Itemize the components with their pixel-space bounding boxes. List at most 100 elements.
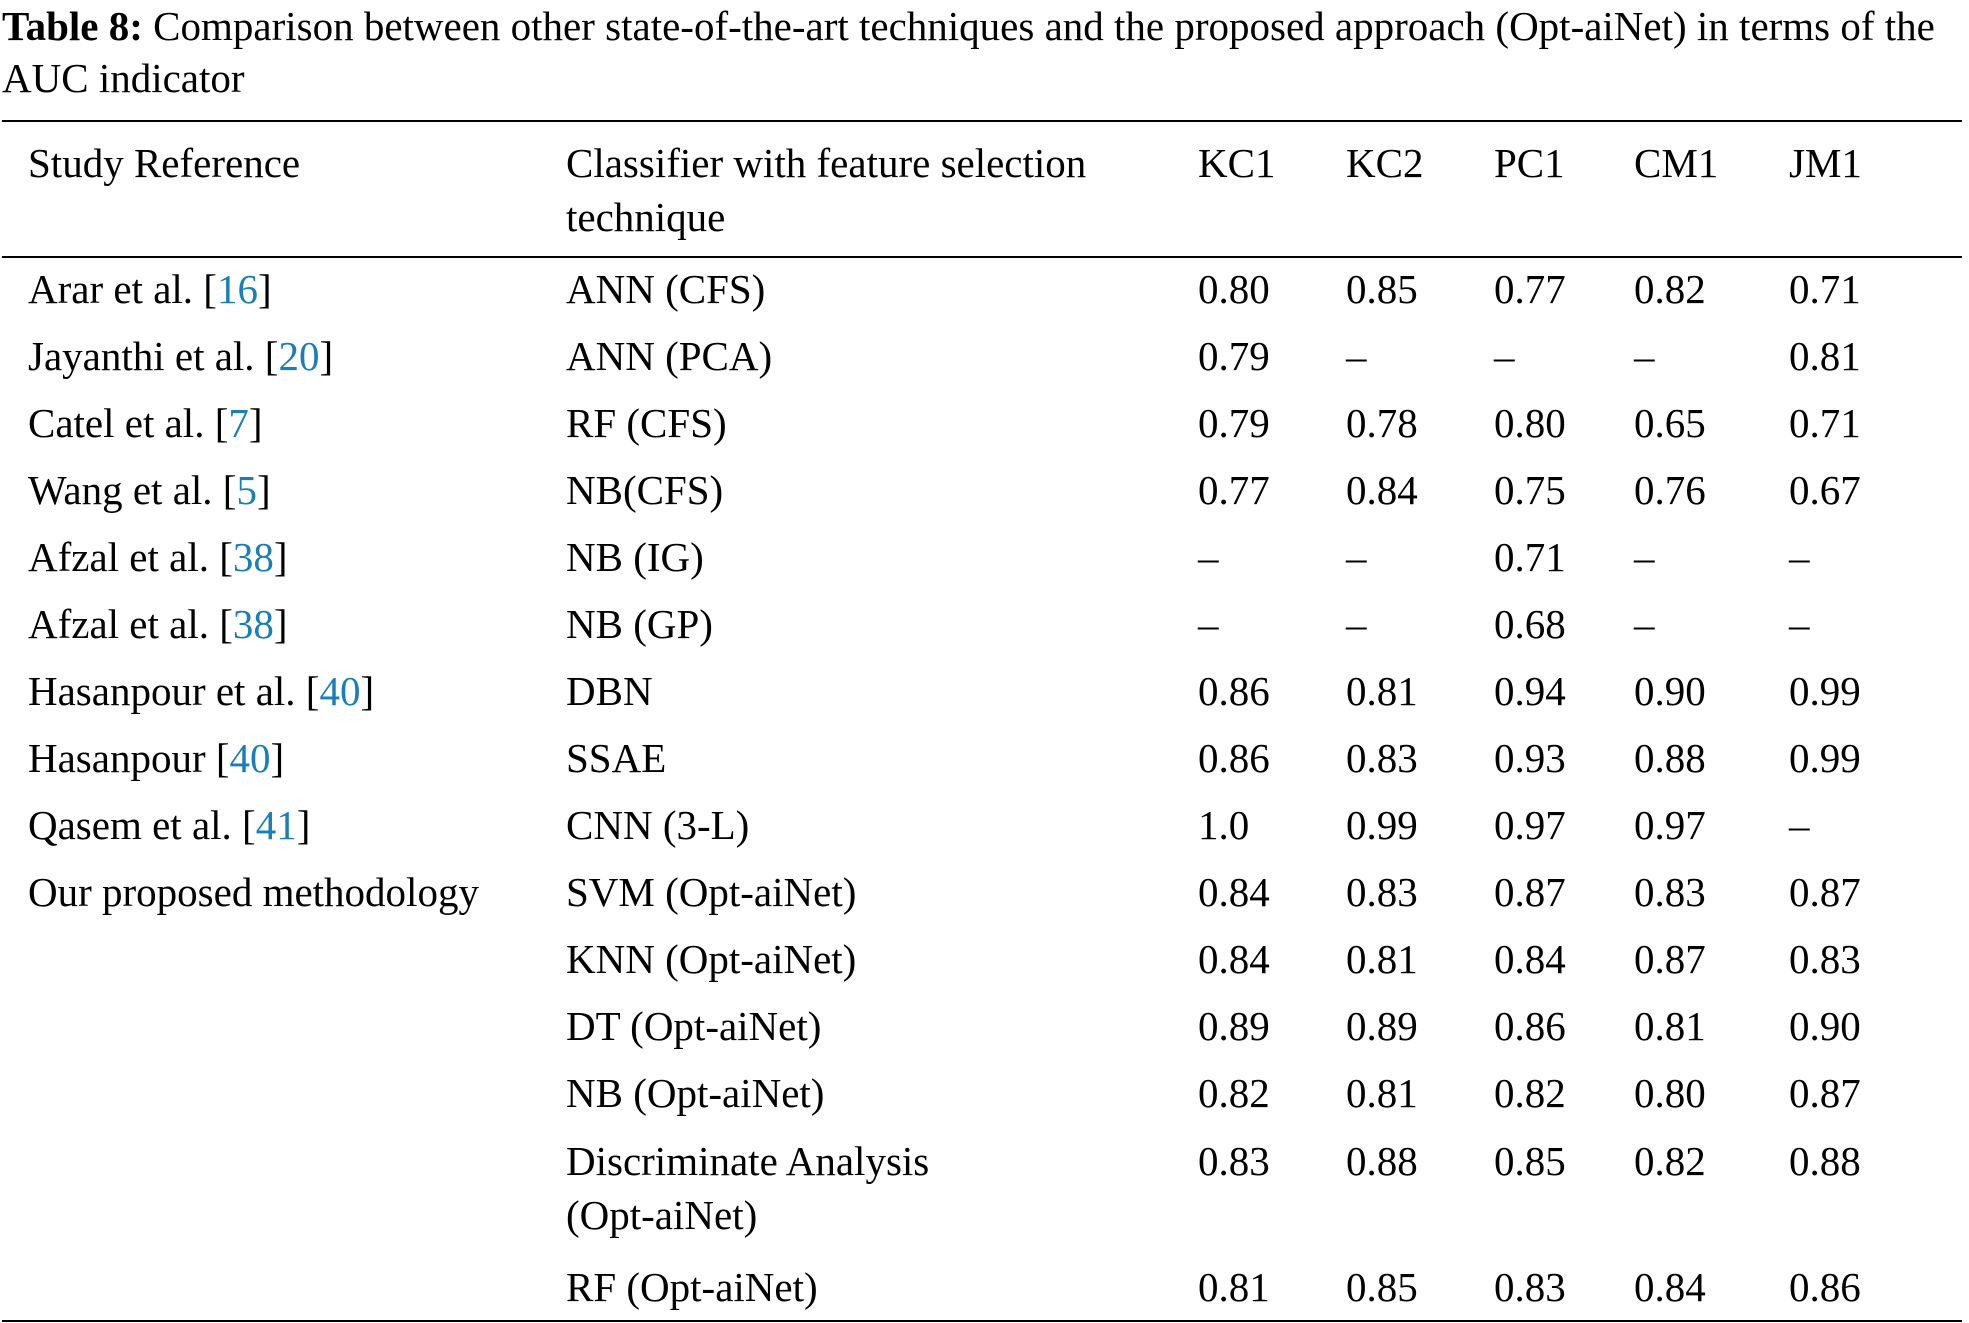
auc-comparison-table: Study Reference Classifier with feature …: [2, 122, 1962, 1321]
reference-bracket: ]: [256, 467, 271, 513]
reference-bracket: ]: [257, 266, 272, 312]
classifier-cell: NB (IG): [566, 534, 704, 580]
kc2-value-cell: 0.99: [1346, 802, 1418, 848]
header-kc2: KC2: [1346, 140, 1424, 186]
reference-author: Hasanpour et al. [: [28, 668, 320, 714]
reference-bracket: ]: [360, 668, 375, 714]
cm1-value-cell: 0.65: [1634, 400, 1706, 446]
kc2-value-cell: 0.88: [1346, 1138, 1418, 1184]
jm1-value-cell: 0.86: [1789, 1264, 1861, 1310]
pc1-value-cell: 0.83: [1494, 1264, 1566, 1310]
cm1-value-cell: 0.81: [1634, 1003, 1706, 1049]
reference-author: Wang et al. [: [28, 467, 237, 513]
jm1-value-cell: 0.71: [1789, 266, 1861, 312]
study-reference-cell: Qasem et al. [41]: [2, 792, 566, 859]
jm1-value-cell: –: [1789, 802, 1810, 848]
reference-bracket: ]: [273, 534, 288, 580]
study-reference-cell: [2, 926, 566, 993]
pc1-value-cell: 0.85: [1494, 1138, 1566, 1184]
reference-author: Hasanpour [: [28, 735, 230, 781]
reference-author: Afzal et al. [: [28, 601, 233, 647]
header-pc1: PC1: [1494, 140, 1565, 186]
jm1-value-cell: 0.67: [1789, 467, 1861, 513]
jm1-value-cell: 0.87: [1789, 1070, 1861, 1116]
pc1-value-cell: –: [1494, 333, 1515, 379]
classifier-cell: Discriminate Analysis (Opt-aiNet): [566, 1138, 930, 1238]
cm1-value-cell: –: [1634, 601, 1655, 647]
reference-bracket: ]: [296, 802, 311, 848]
jm1-value-cell: 0.87: [1789, 869, 1861, 915]
citation-link[interactable]: 20: [278, 333, 320, 379]
jm1-value-cell: 0.88: [1789, 1138, 1861, 1184]
kc1-value-cell: 1.0: [1198, 802, 1250, 848]
classifier-cell: CNN (3-L): [566, 802, 750, 848]
cm1-value-cell: 0.82: [1634, 266, 1706, 312]
study-reference-cell: [2, 993, 566, 1060]
table-row: Jayanthi et al. [20] ANN (PCA) 0.79– – –0.81: [2, 323, 1962, 390]
study-reference-cell: Arar et al. [16]: [2, 256, 566, 323]
pc1-value-cell: 0.94: [1494, 668, 1566, 714]
header-jm1: JM1: [1789, 140, 1862, 186]
citation-link[interactable]: 40: [319, 668, 361, 714]
kc1-value-cell: 0.82: [1198, 1070, 1270, 1116]
citation-link[interactable]: 7: [228, 400, 249, 446]
caption-label: Table 8:: [2, 3, 143, 49]
kc2-value-cell: 0.85: [1346, 1264, 1418, 1310]
jm1-value-cell: 0.99: [1789, 668, 1861, 714]
classifier-cell: SSAE: [566, 735, 667, 781]
kc1-value-cell: 0.80: [1198, 266, 1270, 312]
reference-bracket: ]: [248, 400, 263, 446]
classifier-cell: RF (Opt-aiNet): [566, 1264, 818, 1310]
table-caption: Table 8: Comparison between other state-…: [2, 0, 1962, 104]
pc1-value-cell: 0.71: [1494, 534, 1566, 580]
citation-link[interactable]: 41: [255, 802, 297, 848]
study-reference-cell: Catel et al. [7]: [2, 390, 566, 457]
table-body: Arar et al. [16] ANN (CFS) 0.80 0.85 0.77 0.8…: [2, 256, 1962, 1321]
citation-link[interactable]: 40: [229, 735, 271, 781]
cm1-value-cell: –: [1634, 333, 1655, 379]
header-rule: [2, 256, 1962, 258]
kc2-value-cell: 0.85: [1346, 266, 1418, 312]
table-row: Hasanpour et al. [40] DBN 0.86 0.81 0.94 0.90…: [2, 658, 1962, 725]
study-reference-cell: Afzal et al. [38]: [2, 524, 566, 591]
pc1-value-cell: 0.68: [1494, 601, 1566, 647]
reference-bracket: ]: [270, 735, 285, 781]
kc2-value-cell: 0.81: [1346, 668, 1418, 714]
header-kc1: KC1: [1198, 140, 1276, 186]
citation-link[interactable]: 5: [236, 467, 257, 513]
kc1-value-cell: 0.84: [1198, 936, 1270, 982]
citation-link[interactable]: 38: [232, 534, 274, 580]
table-row: Afzal et al. [38] NB (GP) – –0.68– –: [2, 591, 1962, 658]
jm1-value-cell: 0.90: [1789, 1003, 1861, 1049]
study-reference-cell: Hasanpour et al. [40]: [2, 658, 566, 725]
kc1-value-cell: 0.81: [1198, 1264, 1270, 1310]
reference-author: Jayanthi et al. [: [28, 333, 279, 379]
kc2-value-cell: 0.84: [1346, 467, 1418, 513]
classifier-cell: ANN (CFS): [566, 266, 766, 312]
reference-author: Arar et al. [: [28, 266, 217, 312]
table-header: Study Reference Classifier with feature …: [2, 122, 1962, 256]
citation-link[interactable]: 38: [232, 601, 274, 647]
cm1-value-cell: 0.80: [1634, 1070, 1706, 1116]
kc2-value-cell: 0.78: [1346, 400, 1418, 446]
classifier-cell: NB(CFS): [566, 467, 724, 513]
study-reference-cell: [2, 1127, 566, 1254]
kc1-value-cell: 0.83: [1198, 1138, 1270, 1184]
kc2-value-cell: 0.89: [1346, 1003, 1418, 1049]
table-row: Qasem et al. [41] CNN (3-L) 1.0 0.99 0.97 0.9…: [2, 792, 1962, 859]
study-reference-cell: Our proposed methodology: [28, 869, 479, 915]
kc1-value-cell: 0.84: [1198, 869, 1270, 915]
table-row: Discriminate Analysis (Opt-aiNet) 0.83 0.8…: [2, 1127, 1962, 1254]
table-row: Hasanpour [40] SSAE 0.86 0.83 0.93 0.88 0.99: [2, 725, 1962, 792]
pc1-value-cell: 0.82: [1494, 1070, 1566, 1116]
citation-link[interactable]: 16: [216, 266, 258, 312]
classifier-cell: DBN: [566, 668, 653, 714]
kc1-value-cell: 0.79: [1198, 333, 1270, 379]
pc1-value-cell: 0.93: [1494, 735, 1566, 781]
pc1-value-cell: 0.87: [1494, 869, 1566, 915]
jm1-value-cell: 0.81: [1789, 333, 1861, 379]
jm1-value-cell: –: [1789, 601, 1810, 647]
classifier-cell: RF (CFS): [566, 400, 727, 446]
bottom-rule: [2, 1320, 1962, 1322]
header-classifier: Classifier with feature selection techni…: [566, 140, 1087, 240]
